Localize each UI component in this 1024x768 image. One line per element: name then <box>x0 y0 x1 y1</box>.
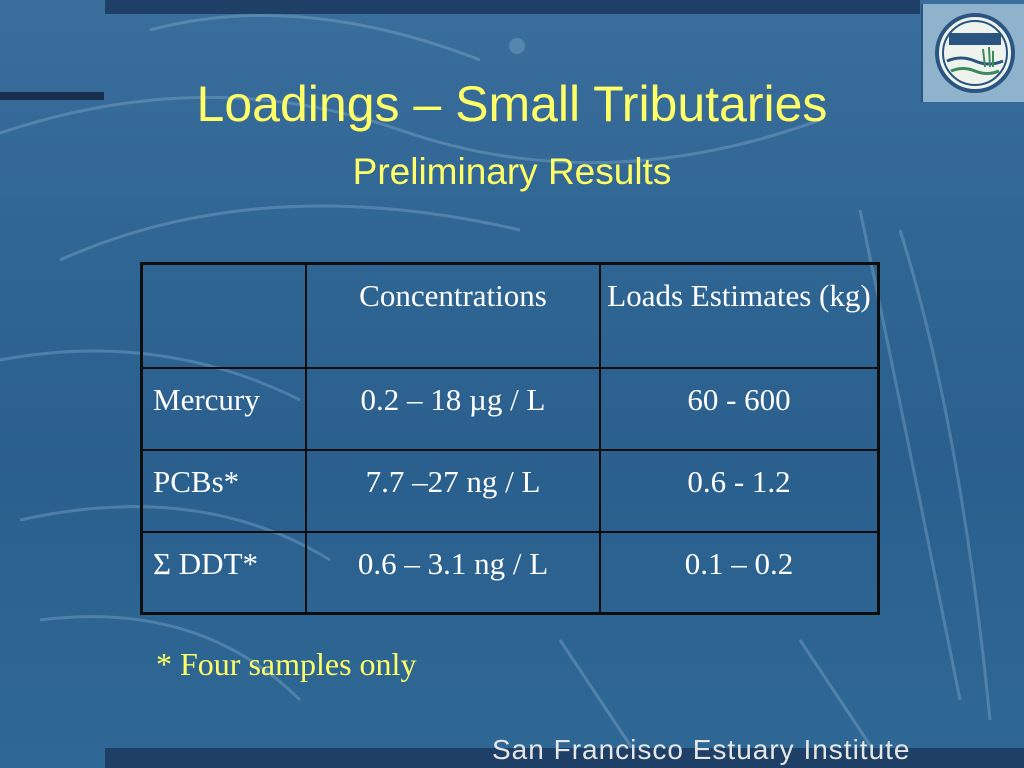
row-concentration: 0.2 – 18 µg / L <box>305 366 601 451</box>
table-row: Σ DDT* 0.6 – 3.1 ng / L 0.1 – 0.2 <box>140 530 880 615</box>
left-accent-line <box>0 92 104 100</box>
table-header-empty <box>140 262 307 369</box>
slide-title: Loadings – Small Tributaries <box>196 76 828 132</box>
row-load: 60 - 600 <box>599 366 880 451</box>
bottom-accent-bar <box>105 748 1024 768</box>
table-row: PCBs* 7.7 –27 ng / L 0.6 - 1.2 <box>140 448 880 533</box>
table-header-row: Concentrations Loads Estimates (kg) <box>140 262 880 369</box>
row-concentration: 0.6 – 3.1 ng / L <box>305 530 601 615</box>
slide-subtitle: Preliminary Results <box>352 151 672 192</box>
sfei-logo <box>921 4 1024 102</box>
results-table: Concentrations Loads Estimates (kg) Merc… <box>140 262 880 615</box>
row-load: 0.1 – 0.2 <box>599 530 880 615</box>
row-concentration: 7.7 –27 ng / L <box>305 448 601 533</box>
table-row: Mercury 0.2 – 18 µg / L 60 - 600 <box>140 366 880 451</box>
table-header-loads: Loads Estimates (kg) <box>599 262 880 369</box>
footer-institute-name: San Francisco Estuary Institute <box>492 734 911 765</box>
row-label: Mercury <box>140 366 307 451</box>
footnote: * Four samples only <box>156 646 417 682</box>
row-load: 0.6 - 1.2 <box>599 448 880 533</box>
top-accent-bar <box>105 0 920 14</box>
table-header-concentrations: Concentrations <box>305 262 601 369</box>
sfei-logo-icon <box>934 13 1015 93</box>
row-label: Σ DDT* <box>140 530 307 615</box>
row-label: PCBs* <box>140 448 307 533</box>
